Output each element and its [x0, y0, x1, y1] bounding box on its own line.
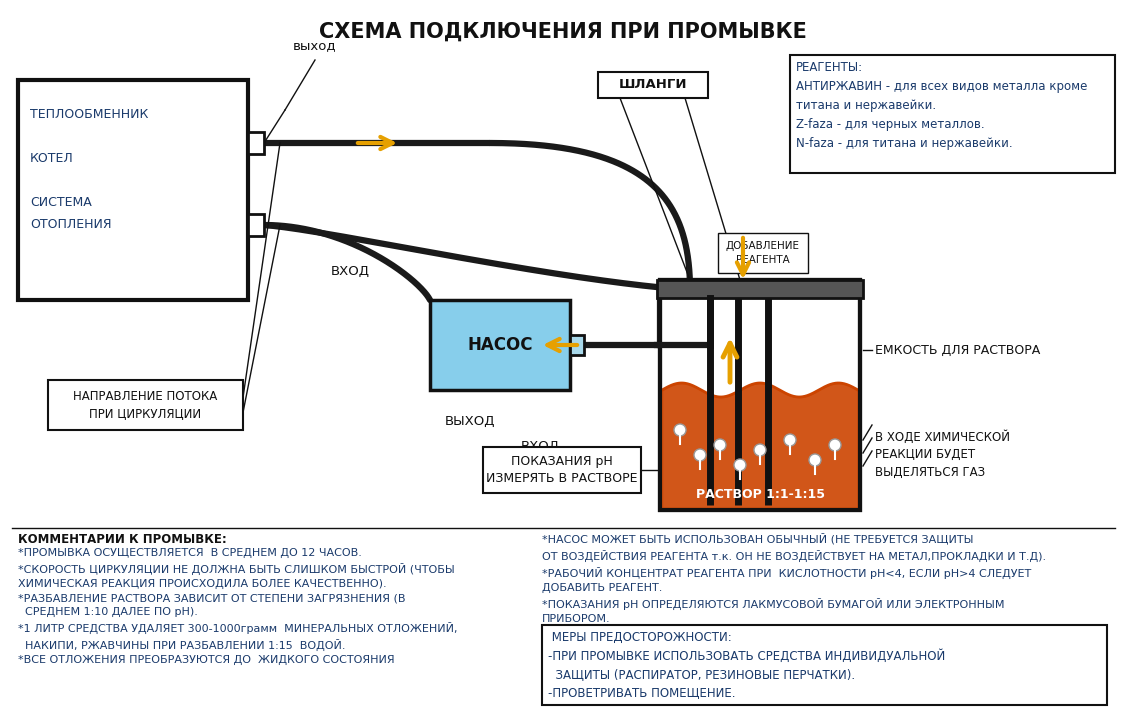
Bar	[431, 300, 570, 390]
Bar	[542, 625, 1107, 705]
Circle shape	[754, 444, 766, 456]
Circle shape	[734, 459, 746, 471]
Bar	[657, 280, 863, 298]
Bar	[248, 214, 264, 236]
Text: КОММЕНТАРИИ К ПРОМЫВКЕ:: КОММЕНТАРИИ К ПРОМЫВКЕ:	[18, 533, 227, 546]
Bar	[18, 80, 248, 300]
Text: *НАСОС МОЖЕТ БЫТЬ ИСПОЛЬЗОВАН ОБЫЧНЫЙ (НЕ ТРЕБУЕТСЯ ЗАЩИТЫ
ОТ ВОЗДЕЙСТВИЯ РЕАГЕН: *НАСОС МОЖЕТ БЫТЬ ИСПОЛЬЗОВАН ОБЫЧНЫЙ (Н…	[542, 533, 1046, 624]
Bar	[598, 72, 708, 98]
Text: В ХОДЕ ХИМИЧЕСКОЙ
РЕАКЦИИ БУДЕТ
ВЫДЕЛЯТЬСЯ ГАЗ: В ХОДЕ ХИМИЧЕСКОЙ РЕАКЦИИ БУДЕТ ВЫДЕЛЯТЬ…	[875, 430, 1010, 479]
Text: СХЕМА ПОДКЛЮЧЕНИЯ ПРИ ПРОМЫВКЕ: СХЕМА ПОДКЛЮЧЕНИЯ ПРИ ПРОМЫВКЕ	[319, 22, 807, 42]
Circle shape	[784, 434, 796, 446]
Text: ЕМКОСТЬ ДЛЯ РАСТВОРА: ЕМКОСТЬ ДЛЯ РАСТВОРА	[875, 343, 1040, 356]
Text: ВЫХОД: ВЫХОД	[445, 415, 495, 428]
Bar	[248, 132, 264, 154]
Circle shape	[715, 439, 726, 451]
Text: ПОКАЗАНИЯ рН
ИЗМЕРЯТЬ В РАСТВОРЕ: ПОКАЗАНИЯ рН ИЗМЕРЯТЬ В РАСТВОРЕ	[486, 454, 638, 485]
Bar	[790, 55, 1115, 173]
Text: ВХОД: ВХОД	[330, 265, 370, 278]
Text: МЕРЫ ПРЕДОСТОРОЖНОСТИ:
-ПРИ ПРОМЫВКЕ ИСПОЛЬЗОВАТЬ СРЕДСТВА ИНДИВИДУАЛЬНОЙ
  ЗАЩИ: МЕРЫ ПРЕДОСТОРОЖНОСТИ: -ПРИ ПРОМЫВКЕ ИСП…	[548, 631, 946, 699]
Bar	[48, 380, 243, 430]
Bar	[660, 280, 860, 510]
Bar	[570, 335, 584, 355]
Bar	[718, 233, 808, 273]
Circle shape	[829, 439, 841, 451]
Circle shape	[694, 449, 706, 461]
Text: РЕАГЕНТЫ:
АНТИРЖАВИН - для всех видов металла кроме
титана и нержавейки.
Z-faza : РЕАГЕНТЫ: АНТИРЖАВИН - для всех видов ме…	[796, 61, 1088, 150]
Text: РАСТВОР 1:1-1:15: РАСТВОР 1:1-1:15	[695, 488, 825, 502]
Bar	[660, 280, 860, 510]
Text: выход: выход	[293, 39, 337, 52]
Bar	[483, 447, 641, 493]
Text: НАСОС: НАСОС	[468, 336, 533, 354]
Circle shape	[674, 424, 686, 436]
Text: ДОБАВЛЕНИЕ
РЕАГЕНТА: ДОБАВЛЕНИЕ РЕАГЕНТА	[726, 241, 800, 265]
Circle shape	[809, 454, 820, 466]
Text: ВХОД: ВХОД	[521, 440, 559, 453]
Text: *ПРОМЫВКА ОСУЩЕСТВЛЯЕТСЯ  В СРЕДНЕМ ДО 12 ЧАСОВ.
*СКОРОСТЬ ЦИРКУЛЯЦИИ НЕ ДОЛЖНА : *ПРОМЫВКА ОСУЩЕСТВЛЯЕТСЯ В СРЕДНЕМ ДО 12…	[18, 548, 458, 665]
Text: ТЕПЛООБМЕННИК

КОТЕЛ

СИСТЕМА
ОТОПЛЕНИЯ: ТЕПЛООБМЕННИК КОТЕЛ СИСТЕМА ОТОПЛЕНИЯ	[30, 108, 149, 231]
Text: НАПРАВЛЕНИЕ ПОТОКА
ПРИ ЦИРКУЛЯЦИИ: НАПРАВЛЕНИЕ ПОТОКА ПРИ ЦИРКУЛЯЦИИ	[73, 390, 218, 420]
Text: ШЛАНГИ: ШЛАНГИ	[619, 78, 687, 91]
